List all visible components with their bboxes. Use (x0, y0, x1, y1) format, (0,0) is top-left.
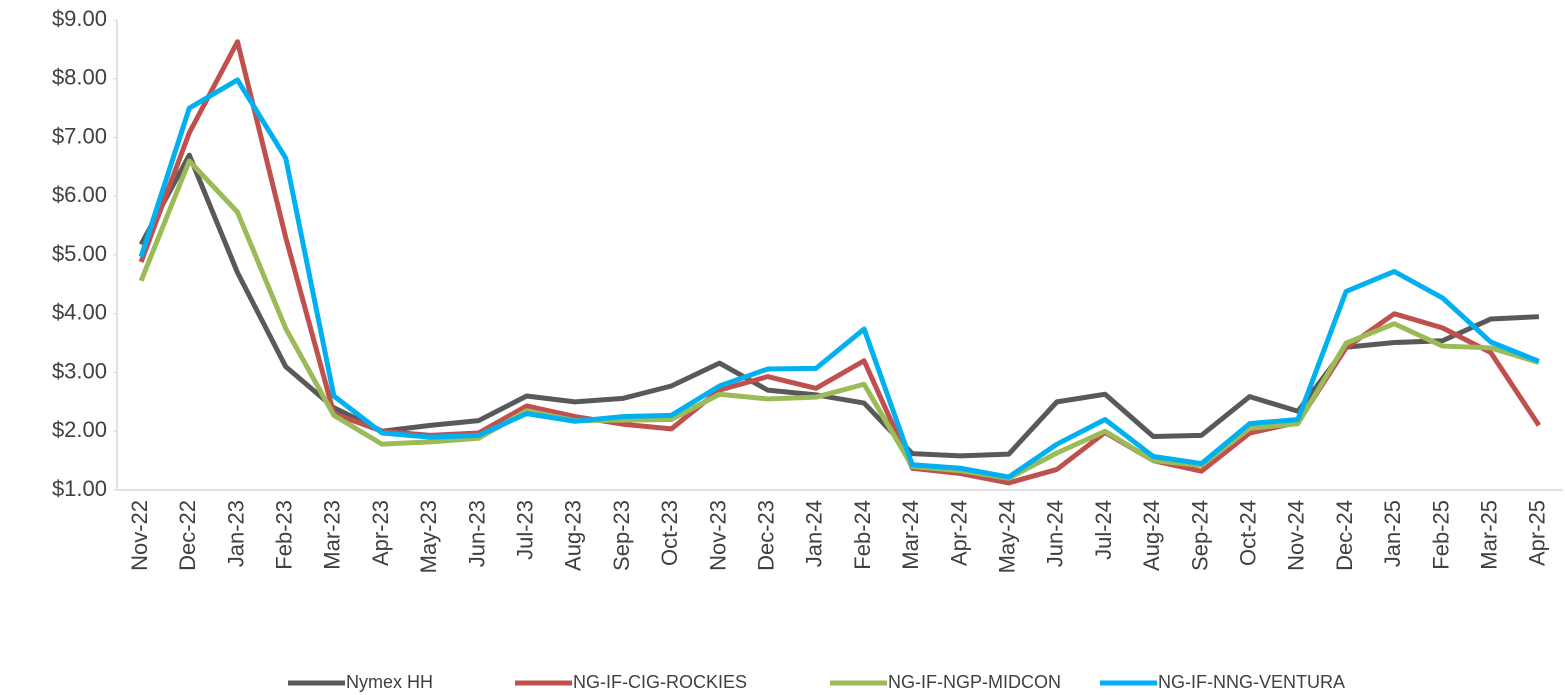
y-tick-label: $2.00 (52, 417, 107, 442)
series-line (138, 158, 1540, 481)
x-tick-label: Aug-24 (1139, 500, 1164, 571)
x-tick-label: Jan-24 (802, 500, 827, 567)
x-tick-label: Jul-23 (513, 500, 538, 560)
x-tick-label: Aug-23 (561, 500, 586, 571)
x-tick-label: Mar-23 (320, 500, 345, 570)
x-tick-label: Dec-22 (175, 500, 200, 571)
y-tick-label: $6.00 (52, 182, 107, 207)
x-tick-label: Jul-24 (1091, 500, 1116, 560)
series-line (138, 77, 1540, 480)
x-tick-label: Feb-25 (1428, 500, 1453, 570)
x-tick-label: Dec-24 (1332, 500, 1357, 571)
x-tick-label: Apr-23 (368, 500, 393, 566)
y-tick-label: $3.00 (52, 358, 107, 383)
x-tick-label: Jan-23 (223, 500, 248, 567)
y-tick-label: $4.00 (52, 300, 107, 325)
x-tick-label: Feb-24 (850, 500, 875, 570)
y-tick-label: $5.00 (52, 241, 107, 266)
x-tick-label: Nov-22 (127, 500, 152, 571)
y-tick-label: $7.00 (52, 123, 107, 148)
legend-label: NG-IF-NNG-VENTURA (1158, 672, 1345, 692)
x-tick-label: Oct-23 (657, 500, 682, 566)
legend-label: Nymex HH (346, 672, 433, 692)
legend: Nymex HH NG-IF-CIG-ROCKIES NG-IF-NGP-MIDCO… (288, 672, 1345, 692)
x-tick-label: Apr-25 (1525, 500, 1550, 566)
legend-label: NG-IF-CIG-ROCKIES (573, 672, 747, 692)
x-tick-label: Sep-24 (1187, 500, 1212, 571)
x-tick-label: Jun-23 (464, 500, 489, 567)
x-tick-label: Dec-23 (754, 500, 779, 571)
x-tick-label: Jun-24 (1043, 500, 1068, 567)
x-tick-label: Apr-24 (946, 500, 971, 566)
y-tick-label: $1.00 (52, 476, 107, 501)
x-tick-label: Nov-24 (1284, 500, 1309, 571)
y-tick-label: $8.00 (52, 65, 107, 90)
y-tick-label: $9.00 (52, 6, 107, 31)
x-tick-label: Jan-25 (1380, 500, 1405, 567)
x-tick-label: Oct-24 (1236, 500, 1261, 566)
x-tick-label: Feb-23 (272, 500, 297, 570)
x-tick-label: May-23 (416, 500, 441, 573)
legend-label: NG-IF-NGP-MIDCON (888, 672, 1061, 692)
x-tick-label: Sep-23 (609, 500, 634, 571)
x-tick-label: May-24 (995, 500, 1020, 573)
x-tick-label: Nov-23 (705, 500, 730, 571)
x-tick-label: Mar-25 (1477, 500, 1502, 570)
x-tick-label: Mar-24 (898, 500, 923, 570)
